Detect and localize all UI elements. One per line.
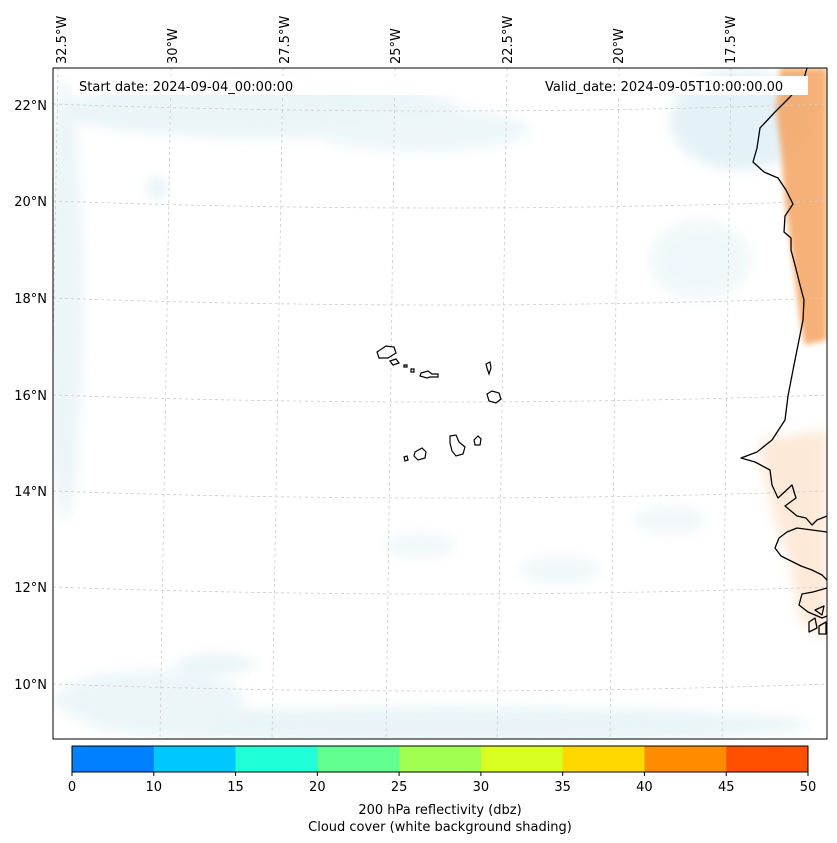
island-brava bbox=[403, 455, 409, 462]
lat-label: 14°N bbox=[14, 485, 47, 500]
cloud-patch bbox=[147, 178, 167, 198]
lat-gridline bbox=[53, 586, 827, 595]
colorbar-tick-label: 15 bbox=[227, 780, 244, 795]
start-date-box bbox=[72, 76, 452, 95]
cloud-patch bbox=[650, 220, 750, 300]
map-panel: Start date: 2024-09-04_00:00:00 Valid_da… bbox=[53, 68, 827, 739]
lat-label: 18°N bbox=[14, 292, 47, 307]
lat-gridline bbox=[53, 394, 827, 403]
colorbar-segment bbox=[72, 746, 155, 772]
valid-date-box bbox=[538, 76, 808, 95]
cloud-patch bbox=[635, 506, 705, 534]
longitude-labels: 32.5°W 30°W 27.5°W 25°W 22.5°W 20°W 17.5… bbox=[55, 16, 739, 64]
valid-date-text: Valid_date: 2024-09-05T10:00:00.00 bbox=[545, 80, 783, 95]
lon-label: 25°W bbox=[389, 28, 404, 64]
lat-label: 22°N bbox=[14, 99, 47, 114]
colorbar-label-line1: 200 hPa reflectivity (dbz) bbox=[358, 803, 521, 818]
graticule bbox=[53, 68, 827, 739]
map-background bbox=[53, 68, 827, 739]
lat-gridline bbox=[53, 683, 827, 692]
desert-shading bbox=[776, 68, 827, 345]
lat-gridline bbox=[53, 200, 827, 209]
island-sao-nicolau bbox=[410, 368, 415, 373]
lat-gridline bbox=[53, 490, 827, 499]
lon-gridline bbox=[271, 68, 284, 739]
cape-verde-islands bbox=[376, 345, 502, 462]
lon-label: 22.5°W bbox=[501, 16, 516, 64]
lat-gridline bbox=[53, 103, 827, 112]
island-fogo bbox=[413, 447, 427, 461]
coastline bbox=[740, 68, 827, 635]
cloud-patch bbox=[90, 707, 810, 739]
island-santo-antao bbox=[376, 345, 397, 359]
lon-gridline bbox=[721, 68, 732, 739]
colorbar-ticks: 0 10 15 20 25 30 35 40 45 50 bbox=[68, 772, 816, 795]
cloud-patch bbox=[310, 108, 530, 152]
colorbar-tick-label: 40 bbox=[636, 780, 653, 795]
island-maio bbox=[473, 435, 482, 446]
island-sao-vicente bbox=[389, 358, 400, 366]
colorbar-segment bbox=[399, 746, 482, 772]
colorbar-segment bbox=[726, 746, 809, 772]
colorbar-tick-label: 20 bbox=[309, 780, 326, 795]
colorbar: 0 10 15 20 25 30 35 40 45 50 200 hPa reflectivity… bbox=[68, 745, 816, 835]
lat-label: 16°N bbox=[14, 389, 47, 404]
island-boa-vista bbox=[486, 390, 502, 404]
lat-label: 12°N bbox=[14, 581, 47, 596]
colorbar-segment bbox=[644, 746, 727, 772]
colorbar-tick-label: 50 bbox=[800, 780, 817, 795]
cloud-cover-shading bbox=[53, 70, 810, 739]
colorbar-segment bbox=[153, 746, 237, 772]
cloud-patch bbox=[385, 533, 455, 557]
island-santiago bbox=[449, 434, 466, 457]
lon-label: 30°W bbox=[166, 28, 181, 64]
colorbar-segment bbox=[235, 746, 318, 772]
lon-gridline bbox=[609, 68, 620, 739]
lon-gridline bbox=[385, 68, 396, 739]
island-sao-nicolau-main bbox=[419, 370, 439, 379]
colorbar-tick-label: 45 bbox=[718, 780, 735, 795]
lon-label: 27.5°W bbox=[278, 16, 293, 64]
colorbar-segments bbox=[72, 746, 809, 772]
map-frame bbox=[52, 67, 828, 740]
colorbar-tick-label: 30 bbox=[473, 780, 490, 795]
island-sal bbox=[485, 361, 492, 376]
lat-label: 10°N bbox=[14, 678, 47, 693]
lat-label: 20°N bbox=[14, 195, 47, 210]
lon-gridline bbox=[159, 68, 172, 739]
west-africa-coastline bbox=[740, 68, 827, 635]
latitude-labels: 22°N 20°N 18°N 16°N 14°N 12°N 10°N bbox=[14, 99, 47, 693]
colorbar-segment bbox=[480, 746, 564, 772]
colorbar-tick-label: 25 bbox=[391, 780, 408, 795]
lon-label: 20°W bbox=[612, 28, 627, 64]
cloud-patch bbox=[55, 670, 245, 730]
lat-gridline bbox=[53, 297, 827, 306]
start-date-text: Start date: 2024-09-04_00:00:00 bbox=[79, 80, 293, 95]
colorbar-tick-label: 10 bbox=[146, 780, 163, 795]
lon-gridline bbox=[496, 68, 508, 739]
cloud-patch bbox=[53, 80, 83, 520]
colorbar-tick-label: 0 bbox=[68, 780, 76, 795]
date-annotations: Start date: 2024-09-04_00:00:00 Valid_da… bbox=[72, 76, 808, 95]
colorbar-tick-label: 35 bbox=[554, 780, 571, 795]
lon-label: 32.5°W bbox=[55, 16, 70, 64]
colorbar-frame bbox=[71, 745, 809, 773]
island-santa-luzia bbox=[403, 364, 408, 368]
colorbar-segment bbox=[562, 746, 645, 772]
lon-label: 17.5°W bbox=[724, 16, 739, 64]
colorbar-label-line2: Cloud cover (white background shading) bbox=[308, 820, 572, 835]
colorbar-segment bbox=[317, 746, 400, 772]
cloud-patch bbox=[520, 556, 600, 584]
cloud-patch bbox=[175, 654, 255, 674]
